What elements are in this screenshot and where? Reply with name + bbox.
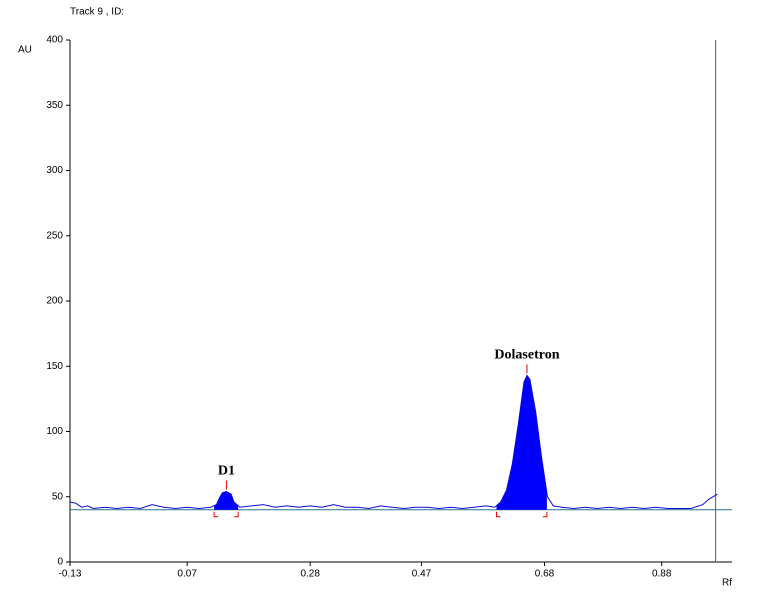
y-tick-label: 150 bbox=[46, 361, 63, 372]
y-axis-label: AU bbox=[18, 45, 32, 56]
y-tick-label: 350 bbox=[46, 100, 63, 111]
x-tick-label: -0.13 bbox=[59, 569, 82, 580]
y-tick-label: 0 bbox=[57, 557, 63, 568]
peak-start-marker bbox=[495, 511, 501, 518]
peak-label: Dolasetron bbox=[494, 348, 559, 363]
y-tick-label: 100 bbox=[46, 426, 63, 437]
y-tick-label: 400 bbox=[46, 35, 63, 46]
peak-end-marker bbox=[542, 511, 548, 518]
x-axis-label: Rf bbox=[722, 578, 732, 589]
peak-end-marker bbox=[234, 511, 239, 518]
peak-start-marker bbox=[213, 511, 219, 518]
trace-line bbox=[69, 374, 718, 510]
x-tick-label: 0.68 bbox=[535, 569, 555, 580]
y-tick-label: 250 bbox=[46, 230, 63, 241]
peak-label: D1 bbox=[218, 464, 235, 479]
y-tick-label: 300 bbox=[46, 165, 63, 176]
peak-area bbox=[214, 491, 239, 510]
x-tick-label: 0.07 bbox=[177, 569, 197, 580]
y-tick-label: 50 bbox=[52, 491, 64, 502]
peak-area bbox=[496, 375, 547, 510]
x-tick-label: 0.47 bbox=[412, 569, 432, 580]
chart-title: Track 9 , ID: bbox=[70, 7, 124, 18]
x-tick-label: 0.28 bbox=[300, 569, 320, 580]
x-tick-label: 0.88 bbox=[652, 569, 672, 580]
y-tick-label: 200 bbox=[46, 296, 63, 307]
